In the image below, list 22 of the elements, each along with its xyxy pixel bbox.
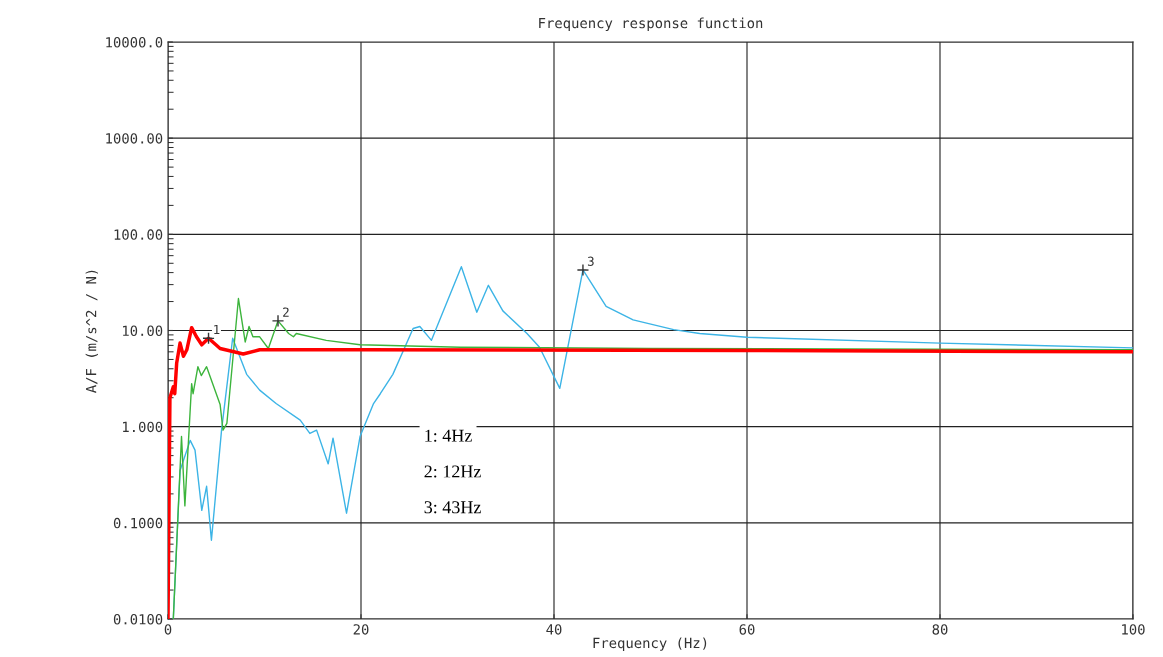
y-axis-title: A/F (m/s^2 / N): [85, 270, 98, 393]
y-tick-label: 0.0100: [113, 614, 163, 625]
annotation: 1: [214, 325, 220, 335]
y-tick-label: 1000.00: [106, 133, 163, 144]
chart-title: Frequency response function: [539, 17, 763, 32]
y-tick-label: 10.00: [123, 325, 163, 337]
y-tick-label: 100.00: [114, 229, 163, 240]
annotation: 3: 43Hz: [424, 501, 481, 514]
y-tick-label: 0.1000: [113, 517, 163, 529]
x-tick-label: 80: [932, 624, 948, 635]
x-tick-label: 0: [164, 624, 172, 635]
annotation: 1: 4Hz: [425, 429, 472, 442]
x-tick-label: 20: [353, 624, 369, 635]
x-axis-title: Frequency (Hz): [593, 637, 707, 651]
annotation: 2: [283, 307, 289, 317]
x-tick-label: 100: [1122, 624, 1145, 635]
y-tick-label: 1.000: [123, 421, 163, 433]
y-tick-label: 10000.0: [106, 37, 163, 48]
annotation: 3: [587, 256, 594, 266]
x-tick-label: 60: [739, 624, 755, 635]
annotation: 2: 12Hz: [424, 465, 481, 478]
x-tick-label: 40: [546, 624, 562, 635]
